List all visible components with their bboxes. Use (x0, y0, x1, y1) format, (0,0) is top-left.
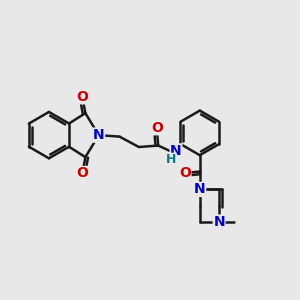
Text: H: H (166, 153, 176, 166)
Text: O: O (179, 166, 191, 180)
Text: O: O (76, 167, 88, 181)
Text: O: O (76, 90, 88, 104)
Text: O: O (151, 121, 163, 135)
Text: N: N (194, 182, 206, 197)
Text: N: N (213, 215, 225, 229)
Text: N: N (170, 144, 182, 158)
Text: N: N (93, 128, 105, 142)
